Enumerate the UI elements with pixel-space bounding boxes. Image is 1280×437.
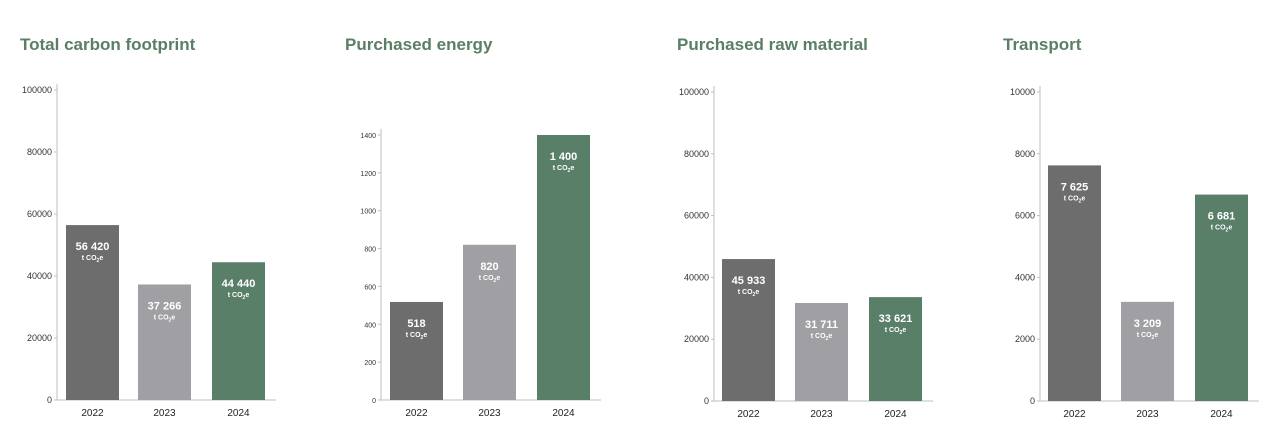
data-label: 31 711: [805, 319, 838, 331]
chart-title: Purchased energy: [345, 35, 493, 54]
unit-label: t CO2e: [1137, 332, 1159, 341]
bar-2022: [722, 259, 775, 401]
x-tick-label: 2023: [810, 409, 833, 420]
x-tick-label: 2023: [1136, 409, 1159, 420]
chart-svg: 0 2000 4000 6000 8000 10000 7 625 t CO2e 2022 3 2…: [1010, 86, 1259, 420]
y-tick-label: 8000: [1015, 149, 1035, 159]
y-tick-label: 40000: [27, 271, 52, 281]
unit-label: t CO2e: [154, 314, 176, 323]
data-label: 6 681: [1208, 211, 1236, 223]
data-label: 45 933: [732, 275, 766, 287]
y-tick-label: 0: [704, 396, 709, 406]
unit-label: t CO2e: [738, 289, 760, 298]
y-tick-label: 0: [47, 395, 52, 405]
y-tick-label: 60000: [684, 211, 709, 221]
data-label: 1 400: [550, 151, 578, 163]
y-tick-label: 600: [364, 284, 376, 291]
y-tick-label: 0: [372, 398, 376, 405]
data-label: 33 621: [879, 313, 913, 325]
y-tick-label: 200: [364, 360, 376, 367]
y-tick-label: 400: [364, 322, 376, 329]
chart-panel-total-carbon-footprint: Total carbon footprint 0 20000 40000 60000 8…: [20, 0, 320, 437]
x-tick-label: 2023: [153, 408, 176, 419]
unit-label: t CO2e: [82, 255, 104, 264]
chart-svg: 0 20000 40000 60000 80000 100000 45 933 t CO2e 2…: [679, 86, 933, 420]
chart-svg: 0 20000 40000 60000 80000 100000 56 420 t CO2e 2…: [22, 84, 276, 419]
chart-title: Purchased raw material: [677, 35, 868, 54]
unit-label: t CO2e: [885, 327, 907, 336]
x-tick-label: 2024: [552, 408, 575, 419]
bar-2024: [212, 262, 265, 400]
bar-2023: [795, 303, 848, 401]
x-tick-label: 2024: [227, 408, 250, 419]
unit-label: t CO2e: [479, 275, 501, 284]
bar-2023: [1121, 301, 1174, 401]
x-tick-label: 2024: [1210, 409, 1233, 420]
data-label: 44 440: [222, 278, 256, 290]
unit-label: t CO2e: [553, 165, 575, 174]
y-tick-label: 6000: [1015, 211, 1035, 221]
unit-label: t CO2e: [406, 332, 428, 341]
data-label: 518: [407, 318, 425, 330]
data-label: 820: [480, 261, 498, 273]
data-label: 7 625: [1061, 181, 1089, 193]
bar-2024: [537, 135, 590, 400]
y-tick-label: 20000: [684, 334, 709, 344]
x-tick-label: 2022: [1063, 409, 1086, 420]
x-tick-label: 2022: [81, 408, 104, 419]
bar-2023: [463, 244, 516, 400]
unit-label: t CO2e: [1211, 225, 1233, 234]
bar-2023: [138, 284, 191, 400]
bar-2024: [1195, 194, 1248, 401]
chart-panel-transport: Transport 0 2000 4000 6000 8000 10000 7 625 t C…: [1003, 0, 1280, 437]
y-tick-label: 80000: [684, 149, 709, 159]
chart-panel-purchased-raw-material: Purchased raw material 0 20000 40000 60000 8…: [677, 0, 977, 437]
chart-title: Total carbon footprint: [20, 35, 196, 54]
y-tick-label: 60000: [27, 209, 52, 219]
bar-2022: [66, 225, 119, 400]
bar-2024: [869, 297, 922, 401]
y-tick-label: 4000: [1015, 272, 1035, 282]
y-tick-label: 20000: [27, 333, 52, 343]
y-tick-label: 1400: [360, 133, 376, 140]
x-tick-label: 2024: [884, 409, 907, 420]
y-tick-label: 100000: [679, 87, 709, 97]
y-tick-label: 40000: [684, 272, 709, 282]
y-tick-label: 100000: [22, 85, 52, 95]
y-tick-label: 0: [1030, 396, 1035, 406]
x-tick-label: 2023: [478, 408, 501, 419]
data-label: 56 420: [76, 241, 110, 253]
bar-2022: [390, 301, 443, 400]
bar-2022: [1048, 165, 1101, 401]
data-label: 3 209: [1134, 318, 1162, 330]
y-tick-label: 2000: [1015, 334, 1035, 344]
y-tick-label: 10000: [1010, 87, 1035, 97]
y-tick-label: 800: [364, 247, 376, 254]
unit-label: t CO2e: [1064, 195, 1086, 204]
data-label: 37 266: [148, 300, 182, 312]
y-tick-label: 1200: [360, 171, 376, 178]
x-tick-label: 2022: [405, 408, 428, 419]
unit-label: t CO2e: [811, 333, 833, 342]
unit-label: t CO2e: [228, 292, 250, 301]
y-tick-label: 80000: [27, 147, 52, 157]
chart-title: Transport: [1003, 35, 1082, 54]
chart-panel-purchased-energy: Purchased energy 0 200 400 600 800 1000 1200 14…: [345, 0, 645, 437]
x-tick-label: 2022: [737, 409, 760, 420]
y-tick-label: 1000: [360, 209, 376, 216]
chart-svg: 0 200 400 600 800 1000 1200 1400 518 t CO2e 2022 82…: [360, 129, 601, 419]
